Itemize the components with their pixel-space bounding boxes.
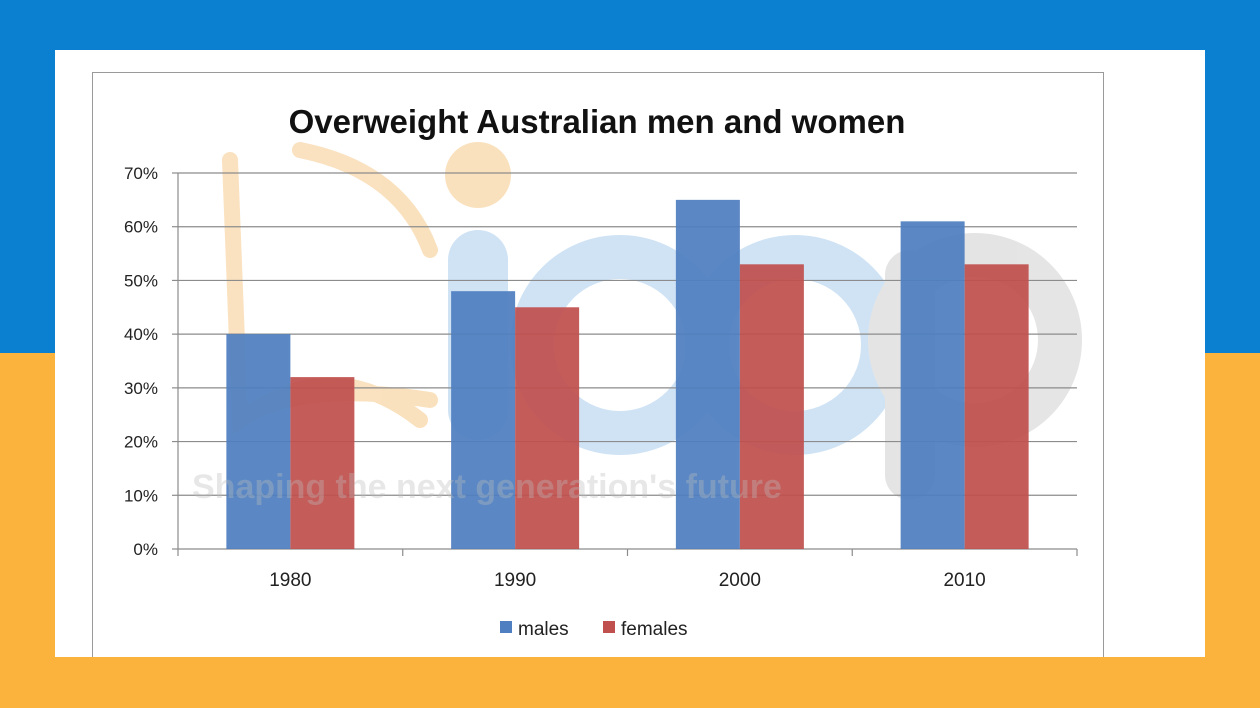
bar-males-1980: [226, 334, 291, 549]
x-tick-label: 1990: [494, 570, 536, 591]
legend-swatch-males: [500, 621, 512, 633]
y-tick-label: 50%: [124, 271, 158, 290]
legend: males females: [500, 619, 688, 640]
y-tick-label: 10%: [124, 486, 158, 505]
watermark-letter-dot: [445, 142, 511, 208]
watermark-tagline: Shaping the next generation's future: [192, 468, 782, 506]
bar-females-2000: [739, 264, 804, 549]
y-axis-ticks: 0% 10% 20% 30% 40% 50% 60% 70%: [124, 164, 158, 559]
bars: [226, 199, 1029, 550]
background-yellow-strip: [0, 657, 1260, 708]
legend-label-females: females: [621, 619, 688, 640]
y-tick-label: 30%: [124, 379, 158, 398]
bar-females-1990: [515, 307, 580, 549]
bar-males-2000: [675, 199, 740, 549]
bar-males-1990: [451, 291, 516, 549]
legend-label-males: males: [518, 619, 569, 640]
bar-females-2010: [964, 264, 1029, 549]
x-axis-ticks: 1980 1990 2000 2010: [177, 549, 1078, 591]
y-tick-label: 60%: [124, 218, 158, 237]
y-tick-label: 70%: [124, 164, 158, 183]
legend-swatch-females: [603, 621, 615, 633]
x-tick-label: 2000: [719, 570, 761, 591]
x-tick-label: 2010: [943, 570, 985, 591]
x-tick-label: 1980: [269, 570, 311, 591]
y-tick-label: 0%: [133, 540, 158, 559]
chart-title: Overweight Australian men and women: [289, 103, 906, 140]
y-tick-label: 20%: [124, 433, 158, 452]
bar-males-2010: [900, 221, 965, 550]
bar-females-1980: [290, 377, 355, 549]
y-tick-label: 40%: [124, 325, 158, 344]
